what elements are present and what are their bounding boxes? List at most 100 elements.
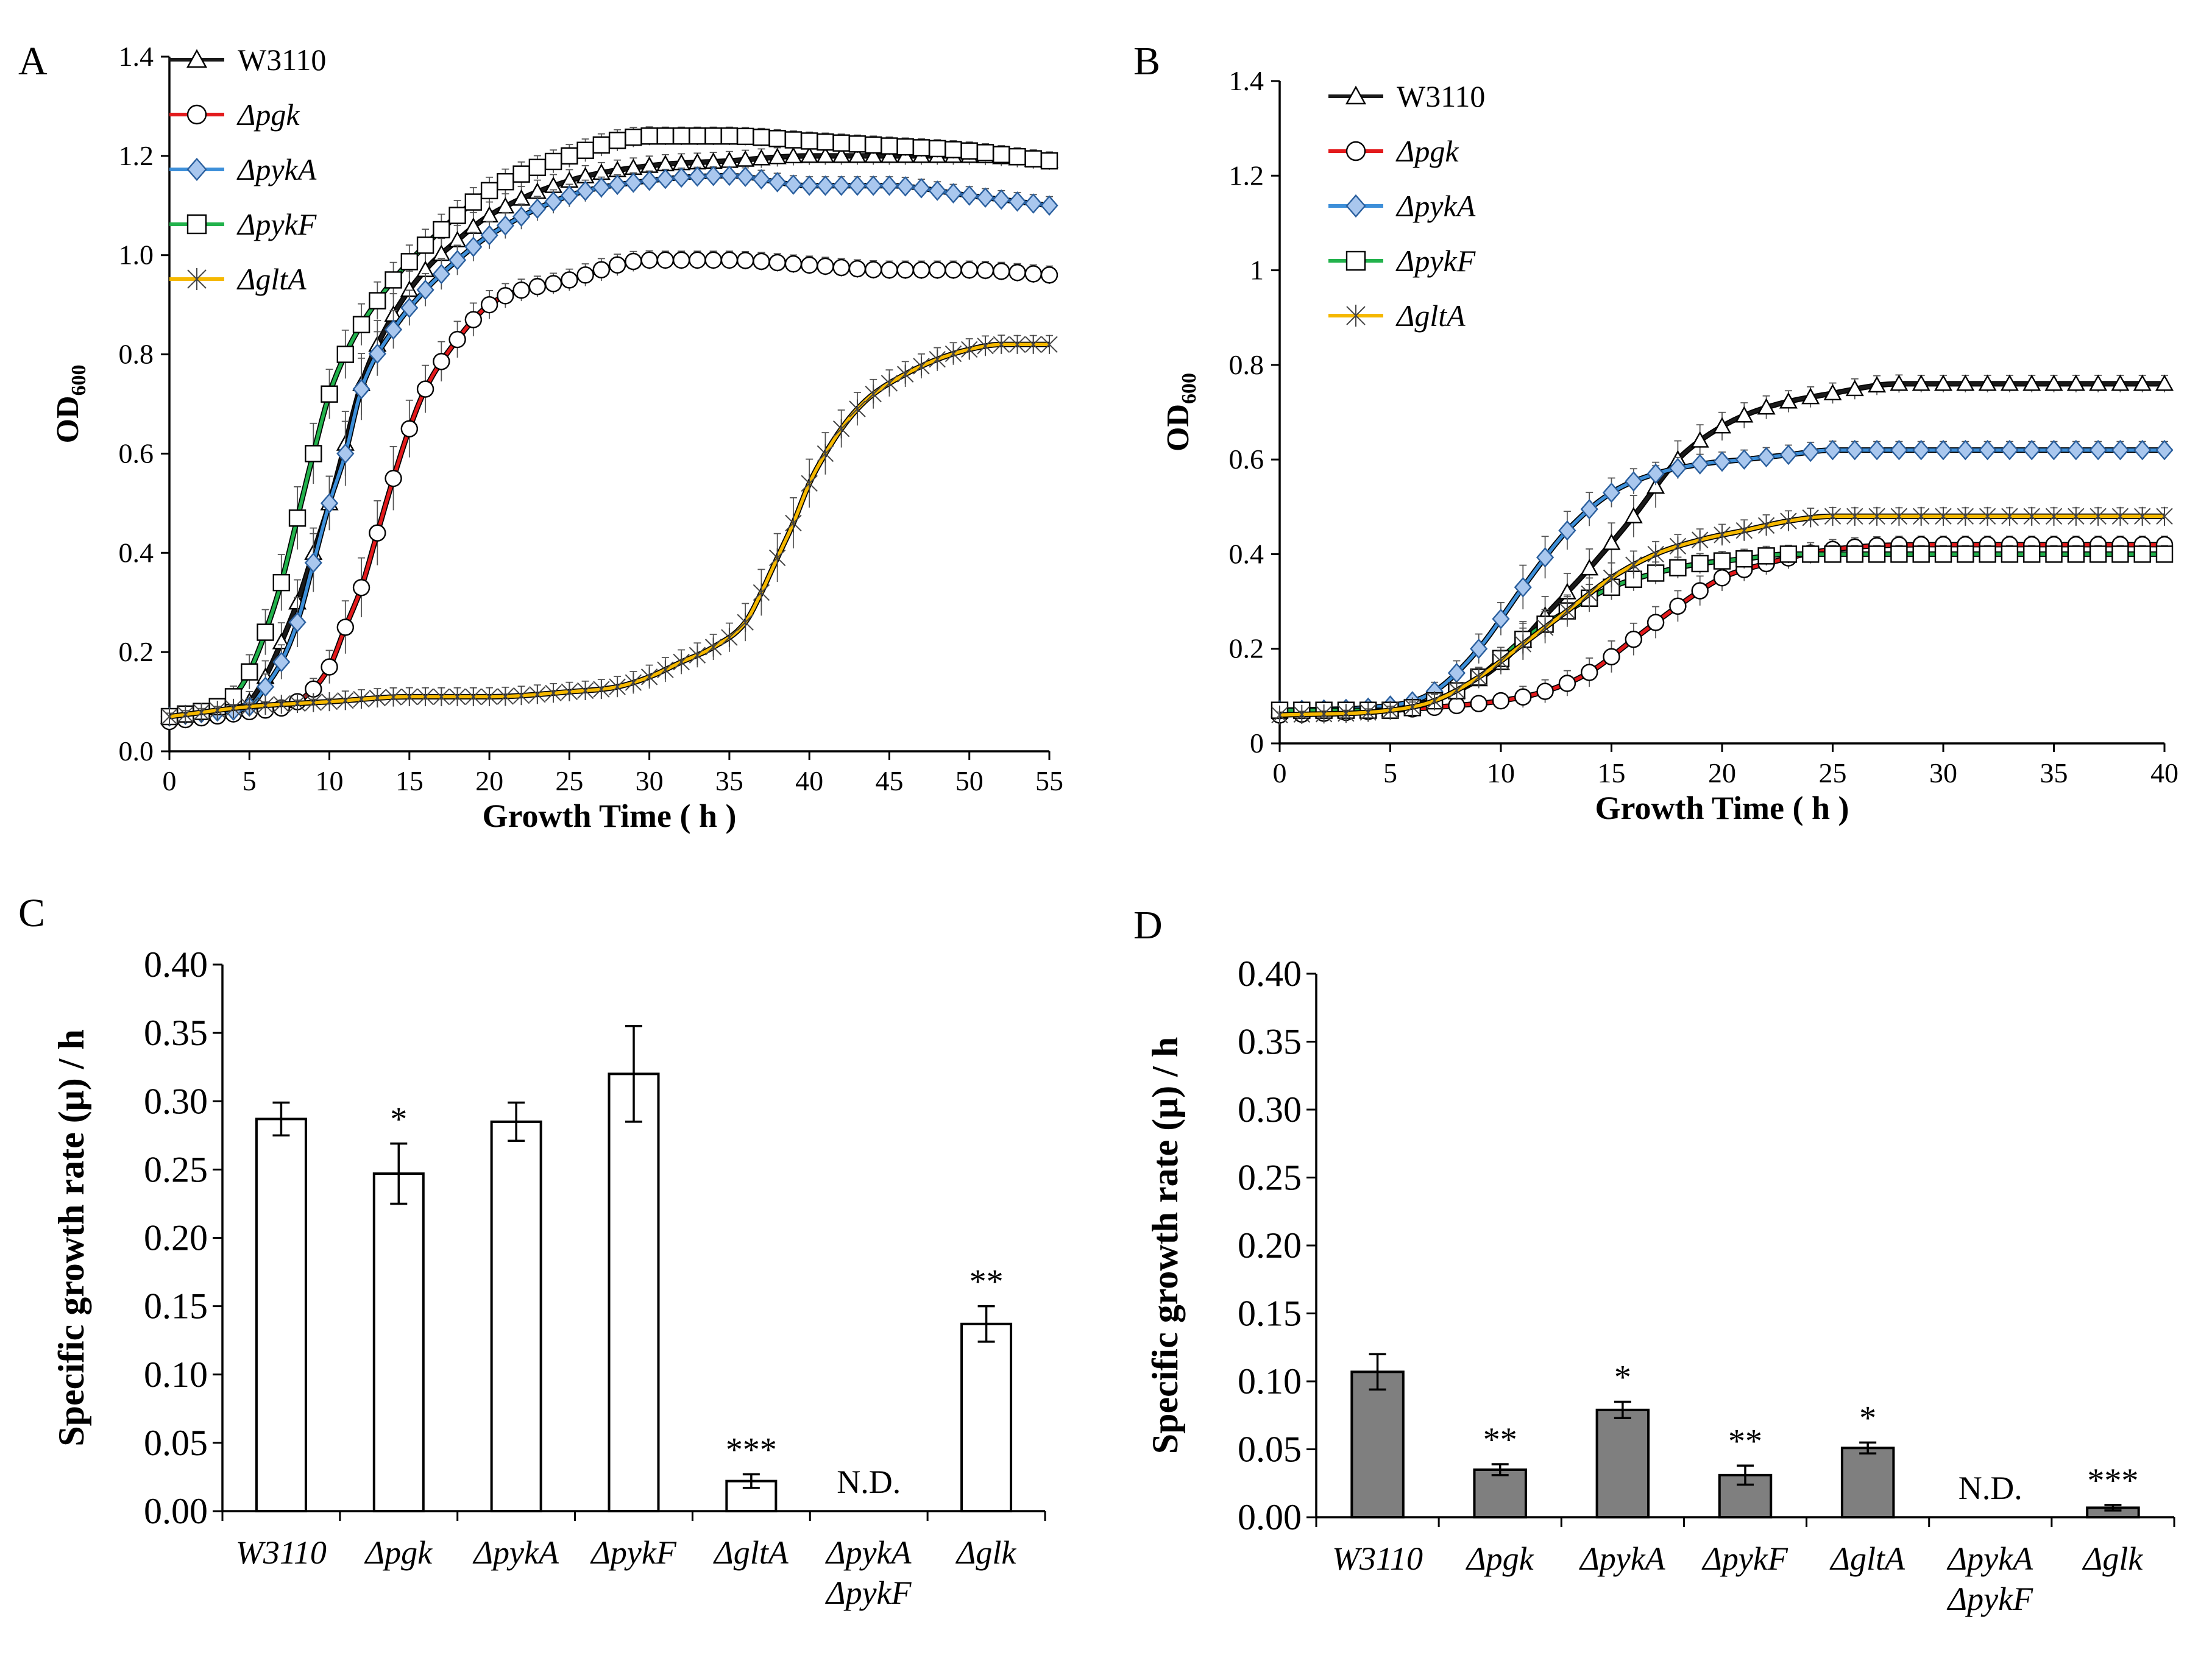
data-point-pykF — [241, 663, 258, 681]
category-label: ΔpykA — [472, 1534, 559, 1571]
series-pykF — [160, 126, 1058, 726]
data-point-gltA — [241, 697, 258, 717]
data-point-pykF — [1691, 554, 1709, 573]
data-point-gltA — [2045, 506, 2063, 526]
data-point-pykA — [272, 651, 291, 673]
significance-label: N.D. — [837, 1464, 901, 1500]
y-tick-label: 1 — [1250, 255, 1264, 286]
y-tick-label: 0.30 — [144, 1081, 208, 1121]
data-point-pykA — [1470, 638, 1488, 659]
data-point-pykF — [656, 127, 675, 145]
data-point-gltA — [609, 677, 626, 696]
data-point-pykA — [2133, 439, 2152, 461]
data-point-pykA — [384, 319, 403, 340]
data-point-W3110 — [1735, 406, 1754, 423]
data-point-pykA — [512, 206, 531, 227]
data-point-pykA — [720, 165, 739, 186]
x-axis-title: Growth Time ( h ) — [1595, 790, 1849, 826]
data-point-gltA — [369, 688, 386, 708]
y-tick-label: 0.05 — [144, 1423, 208, 1463]
data-point-pgk — [800, 256, 818, 274]
data-point-gltA — [289, 693, 306, 714]
data-point-pykA — [304, 552, 322, 573]
data-point-gltA — [1757, 515, 1775, 535]
x-tick-label: 0 — [1273, 757, 1287, 788]
data-point-gltA — [561, 682, 578, 701]
data-point-pgk — [416, 380, 434, 398]
y-tick-label: 1.2 — [119, 140, 154, 171]
data-point-pykA — [784, 174, 803, 195]
data-point-pykA — [1040, 195, 1058, 216]
data-point-pykF — [1979, 545, 1996, 563]
y-tick-label: 0.25 — [144, 1149, 208, 1189]
data-point-gltA — [817, 444, 834, 464]
data-point-W3110 — [1647, 477, 1665, 494]
data-point-gltA — [305, 693, 322, 712]
data-point-pykA — [1668, 458, 1687, 478]
data-point-pgk — [720, 251, 739, 269]
legend-marker — [1345, 141, 1366, 161]
data-point-pgk — [976, 261, 994, 279]
category-label: ΔpykA — [1946, 1540, 2033, 1577]
data-point-pykF — [464, 193, 483, 211]
data-point-pykF — [480, 182, 498, 200]
data-point-gltA — [465, 687, 482, 707]
data-point-gltA — [961, 339, 978, 360]
bar-group: N.D. — [1959, 1470, 2022, 1506]
data-point-pykF — [592, 136, 611, 154]
category-label: ΔpykF — [1946, 1581, 2033, 1617]
x-tick-label: 5 — [243, 765, 257, 796]
data-point-pgk — [433, 353, 450, 370]
data-point-pgk — [960, 261, 978, 279]
legend-entry: ΔgltA — [1395, 299, 1466, 333]
data-point-pgk — [1536, 682, 1554, 700]
y-tick-label: 0.0 — [119, 735, 154, 767]
data-point-pykF — [976, 144, 994, 161]
x-tick-label: 15 — [395, 765, 424, 796]
data-point-pgk — [480, 296, 498, 314]
data-point-pykA — [2001, 439, 2019, 461]
data-point-gltA — [576, 681, 594, 701]
data-point-pykA — [1625, 471, 1643, 492]
data-point-pgk — [784, 255, 803, 273]
category-label: ΔpykF — [590, 1534, 677, 1571]
data-point-pykA — [832, 175, 851, 196]
data-point-gltA — [2068, 506, 2085, 526]
significance-label: N.D. — [1959, 1470, 2022, 1506]
data-point-pykF — [448, 207, 466, 224]
y-axis-title: Specific growth rate (μ) / h — [1145, 1037, 1185, 1454]
data-point-pgk — [369, 524, 386, 542]
data-point-pykF — [2089, 545, 2107, 563]
legend-entry: ΔpykA — [236, 152, 317, 186]
data-point-pykF — [1934, 545, 1952, 563]
data-point-pykF — [369, 292, 386, 310]
data-point-pykA — [976, 187, 994, 208]
data-point-gltA — [2023, 506, 2040, 526]
data-point-pgk — [561, 271, 578, 289]
data-point-W3110 — [2066, 374, 2085, 391]
data-point-pykA — [1956, 439, 1974, 461]
data-point-pykA — [864, 175, 882, 196]
data-point-W3110 — [1712, 417, 1732, 434]
y-tick-label: 0.05 — [1238, 1429, 1302, 1470]
data-point-pykA — [704, 165, 723, 186]
data-point-pgk — [945, 261, 962, 279]
data-point-W3110 — [736, 150, 755, 167]
data-point-gltA — [1735, 521, 1753, 540]
data-point-pykA — [2111, 439, 2129, 461]
data-point-gltA — [1041, 335, 1058, 354]
data-point-pykA — [2155, 439, 2174, 461]
data-point-gltA — [337, 691, 354, 710]
data-point-pykA — [288, 612, 307, 633]
data-point-W3110 — [2044, 374, 2063, 391]
y-axis-title: OD600 — [51, 365, 90, 444]
data-point-pykA — [352, 378, 370, 400]
legend-marker — [186, 157, 207, 182]
series-gltA — [161, 335, 1058, 726]
data-point-gltA — [929, 350, 946, 369]
significance-label: *** — [726, 1431, 777, 1468]
data-point-pykA — [1890, 439, 1908, 461]
data-point-pgk — [1470, 695, 1487, 712]
bar-group — [490, 1101, 542, 1512]
data-point-pykF — [912, 139, 931, 157]
